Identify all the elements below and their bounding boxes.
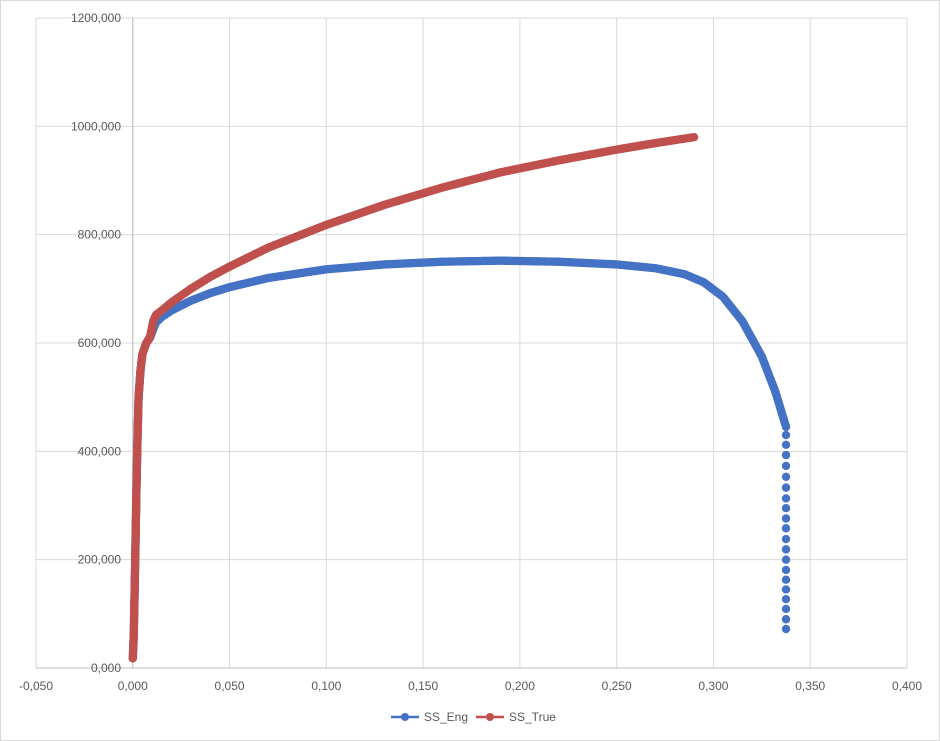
data-point-SS_Eng <box>781 545 791 554</box>
data-point-SS_Eng <box>781 534 791 544</box>
data-point-SS_Eng <box>781 430 791 440</box>
data-point-SS_Eng <box>781 461 791 471</box>
data-point-SS_Eng <box>781 472 791 481</box>
x-tick-label: 0,250 <box>602 679 632 693</box>
x-tick-label: 0,100 <box>311 679 341 693</box>
data-point-SS_Eng <box>781 615 791 624</box>
data-point-SS_Eng <box>781 595 791 604</box>
series-SS_True <box>128 132 699 663</box>
legend-label: SS_True <box>509 710 556 724</box>
x-tick-label: 0,200 <box>505 679 535 693</box>
x-tick-label: 0,150 <box>408 679 438 693</box>
data-point-SS_Eng <box>781 585 791 594</box>
data-point-SS_Eng <box>781 422 791 432</box>
data-point-SS_Eng <box>781 575 791 584</box>
gridlines <box>35 17 908 669</box>
y-tick-label: 1200,000 <box>71 11 121 25</box>
data-point-SS_Eng <box>781 494 791 503</box>
data-point-SS_Eng <box>781 483 791 492</box>
legend-item-SS_Eng: SS_Eng <box>391 710 468 724</box>
data-point-SS_True <box>689 132 699 142</box>
data-point-SS_Eng <box>781 504 791 513</box>
x-tick-label: 0,000 <box>118 679 148 693</box>
data-point-SS_Eng <box>781 450 791 460</box>
data-point-SS_Eng <box>781 624 791 634</box>
x-tick-label: -0,050 <box>19 679 53 693</box>
x-tick-label: 0,300 <box>698 679 728 693</box>
y-tick-label: 400,000 <box>78 444 122 458</box>
legend: SS_Eng SS_True <box>391 710 556 724</box>
data-point-SS_Eng <box>781 604 791 614</box>
y-tick-label: 600,000 <box>78 336 122 350</box>
y-tick-label: 1000,000 <box>71 119 121 133</box>
legend-marker <box>486 713 494 721</box>
legend-label: SS_Eng <box>424 710 468 724</box>
x-tick-label: 0,050 <box>215 679 245 693</box>
data-point-SS_Eng <box>781 440 791 450</box>
legend-marker <box>401 713 409 721</box>
legend-item-SS_True: SS_True <box>476 710 556 724</box>
y-tick-label: 800,000 <box>78 228 122 242</box>
data-point-SS_Eng <box>781 555 791 564</box>
series-SS_Eng <box>128 256 791 663</box>
y-tick-label: 200,000 <box>78 553 122 567</box>
y-tick-label: 0,000 <box>91 661 121 675</box>
tick-labels: -0,050 0,000 0,050 0,100 0,150 0,200 0,250 0,30… <box>19 11 922 693</box>
x-tick-label: 0,400 <box>892 679 922 693</box>
data-point-SS_Eng <box>781 514 791 523</box>
data-point-SS_Eng <box>781 524 791 533</box>
x-tick-label: 0,350 <box>795 679 825 693</box>
series-layer <box>128 132 791 663</box>
data-point-SS_Eng <box>781 565 791 575</box>
